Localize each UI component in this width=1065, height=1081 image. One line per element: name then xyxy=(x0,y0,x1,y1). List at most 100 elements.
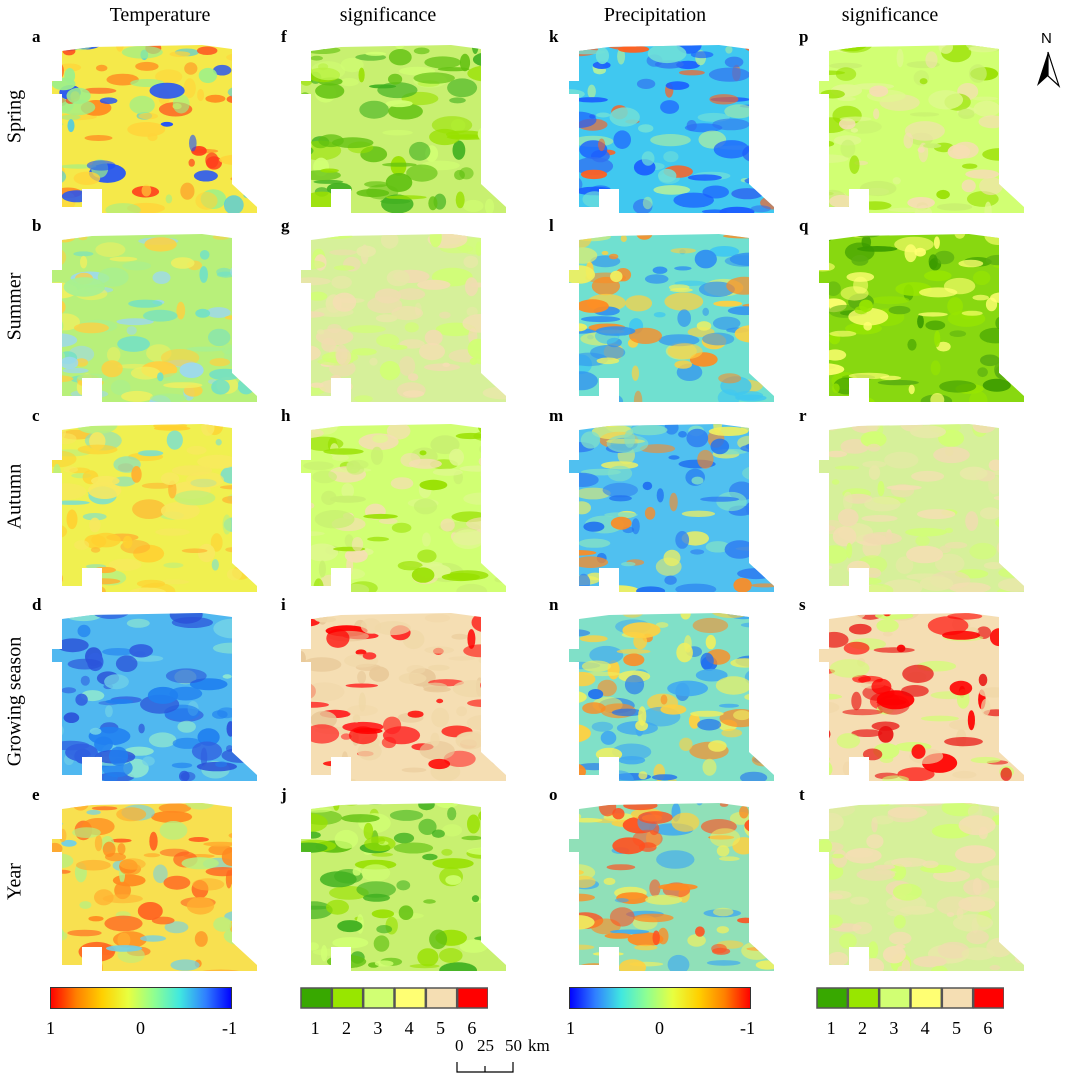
row-title-growing-season: Growing season xyxy=(3,636,26,767)
map-raster-q xyxy=(819,234,1024,402)
legend-class-6-swatch xyxy=(972,987,1005,1009)
legend-class-6-label: 6 xyxy=(467,1018,477,1038)
north-arrow: N xyxy=(1033,30,1063,90)
legend-class-1-label: 1 xyxy=(826,1018,836,1038)
temperature-tick-right: -1 xyxy=(222,1018,237,1038)
row-title-year: Year xyxy=(3,863,26,900)
legend-class-4-swatch xyxy=(394,987,427,1009)
map-panel-k: k xyxy=(549,27,774,213)
map-panel-i: i xyxy=(281,595,506,781)
map-raster-l xyxy=(569,234,774,402)
precipitation-tick-mid: 0 xyxy=(655,1018,664,1038)
map-panel-f: f xyxy=(281,27,506,213)
panel-letter-b: b xyxy=(32,216,42,235)
map-panel-o: o xyxy=(549,785,774,971)
panel-letter-r: r xyxy=(799,406,807,425)
legend-class-5-swatch xyxy=(425,987,458,1009)
legend-class-1-swatch xyxy=(300,987,333,1009)
precipitation-colorbar-gradient xyxy=(569,987,751,1009)
panel-letter-g: g xyxy=(281,216,290,235)
map-panel-q: q xyxy=(799,216,1024,402)
legend-class-5-swatch xyxy=(941,987,974,1009)
panel-letter-k: k xyxy=(549,27,559,46)
map-raster-d xyxy=(52,613,257,781)
panel-letter-h: h xyxy=(281,406,291,425)
precipitation-tick-left: 1 xyxy=(566,1018,575,1038)
scale-label-50: 50 xyxy=(505,1036,522,1055)
panel-letter-a: a xyxy=(32,27,41,46)
panel-letter-d: d xyxy=(32,595,42,614)
legend-class-4-label: 4 xyxy=(404,1018,414,1038)
map-raster-t xyxy=(819,803,1024,971)
map-raster-e xyxy=(52,803,257,971)
map-raster-j xyxy=(301,803,506,971)
map-raster-s xyxy=(819,613,1024,781)
scale-label-25: 25 xyxy=(477,1036,494,1055)
panel-letter-l: l xyxy=(549,216,554,235)
map-panel-s: s xyxy=(799,595,1024,781)
scale-label-0: 0 xyxy=(455,1036,464,1055)
scale-bar-line xyxy=(456,1062,514,1073)
legend-class-2-swatch xyxy=(331,987,364,1009)
map-panel-h: h xyxy=(281,406,506,592)
north-label: N xyxy=(1041,30,1052,47)
north-arrow-icon xyxy=(1037,51,1061,88)
panel-letter-s: s xyxy=(799,595,806,614)
legend-class-6-swatch xyxy=(456,987,489,1009)
temperature-colorbar xyxy=(50,987,232,1009)
legend-class-3-label: 3 xyxy=(373,1018,383,1038)
panel-letter-q: q xyxy=(799,216,809,235)
map-panel-c: c xyxy=(32,406,257,592)
panel-letter-o: o xyxy=(549,785,558,804)
temperature-tick-mid: 0 xyxy=(136,1018,145,1038)
map-panel-e: e xyxy=(32,785,257,971)
significance-legend-1 xyxy=(300,987,489,1009)
precipitation-colorbar xyxy=(569,987,751,1009)
panel-letter-c: c xyxy=(32,406,40,425)
map-raster-h xyxy=(301,424,506,592)
temperature-colorbar-gradient xyxy=(50,987,232,1009)
map-panel-m: m xyxy=(549,406,774,592)
map-raster-m xyxy=(569,424,774,592)
map-panel-g: g xyxy=(281,216,506,402)
temperature-tick-left: 1 xyxy=(46,1018,55,1038)
panel-letter-p: p xyxy=(799,27,809,46)
legend-class-6-label: 6 xyxy=(983,1018,993,1038)
legend-class-1-label: 1 xyxy=(310,1018,320,1038)
panel-letter-t: t xyxy=(799,785,805,804)
map-raster-b xyxy=(52,234,257,402)
panel-letter-i: i xyxy=(281,595,286,614)
legend-class-5-label: 5 xyxy=(436,1018,445,1038)
map-raster-o xyxy=(569,803,774,971)
panel-letter-e: e xyxy=(32,785,40,804)
row-title-summer: Summer xyxy=(3,272,26,341)
legend-class-2-label: 2 xyxy=(342,1018,351,1038)
panel-letter-j: j xyxy=(281,785,287,804)
column-title-significance-1: significance xyxy=(339,4,437,26)
legend-class-2-swatch xyxy=(847,987,880,1009)
map-panel-p: p xyxy=(799,27,1024,213)
map-panel-a: a xyxy=(32,27,257,213)
map-raster-i xyxy=(301,613,506,781)
map-raster-p xyxy=(819,45,1024,213)
map-panel-n: n xyxy=(549,595,774,781)
map-raster-g xyxy=(301,234,506,402)
legend-class-5-label: 5 xyxy=(952,1018,961,1038)
scale-unit: km xyxy=(528,1036,550,1055)
column-title-significance-2: significance xyxy=(841,4,939,26)
map-raster-a xyxy=(52,45,257,213)
map-panel-l: l xyxy=(549,216,774,402)
map-raster-k xyxy=(569,45,774,213)
panel-letter-m: m xyxy=(549,406,564,425)
map-panel-j: j xyxy=(281,785,506,971)
column-title-temperature: Temperature xyxy=(109,4,211,26)
map-raster-c xyxy=(52,424,257,592)
significance-legend-2 xyxy=(816,987,1005,1009)
legend-class-3-label: 3 xyxy=(889,1018,899,1038)
legend-class-1-swatch xyxy=(816,987,849,1009)
legend-class-2-label: 2 xyxy=(858,1018,867,1038)
map-panel-r: r xyxy=(799,406,1024,592)
map-raster-r xyxy=(819,424,1024,592)
column-title-precipitation: Precipitation xyxy=(603,4,707,26)
legend-class-4-swatch xyxy=(910,987,943,1009)
